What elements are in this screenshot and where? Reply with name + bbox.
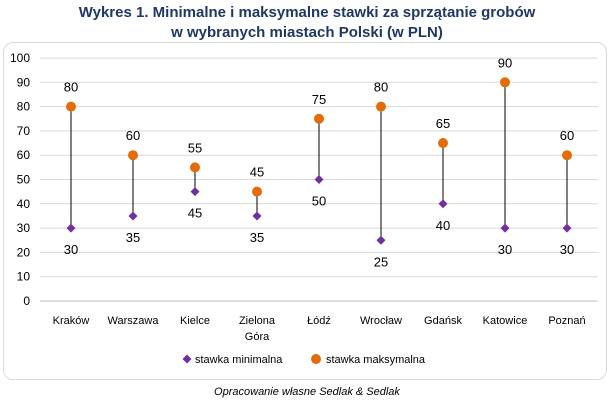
max-rate-point bbox=[252, 186, 262, 197]
max-rate-point bbox=[562, 150, 572, 161]
max-rate-point bbox=[314, 113, 324, 124]
max-rate-label: 60 bbox=[560, 128, 574, 143]
max-rate-label: 80 bbox=[64, 80, 78, 95]
x-tick-label: Poznań bbox=[548, 315, 585, 327]
x-tick-label: Wrocław bbox=[360, 315, 402, 327]
chart-title-line-1: Wykres 1. Minimalne i maksymalne stawki … bbox=[78, 4, 536, 21]
y-tick-label: 20 bbox=[17, 245, 31, 259]
min-rate-label: 30 bbox=[560, 242, 574, 257]
chart-title-line-2: w wybranych miastach Polski (w PLN) bbox=[171, 24, 443, 41]
x-tick-label: Łódź bbox=[307, 315, 331, 327]
min-rate-point bbox=[438, 199, 448, 209]
min-rate-label: 35 bbox=[126, 230, 140, 245]
max-rate-point bbox=[190, 162, 200, 173]
min-rate-point bbox=[66, 223, 76, 233]
x-tick-label: Kielce bbox=[180, 315, 210, 327]
legend-max-label: stawka maksymalna bbox=[326, 354, 426, 366]
min-rate-point bbox=[314, 175, 324, 184]
y-tick-label: 40 bbox=[17, 197, 31, 211]
max-rate-point bbox=[376, 101, 386, 112]
legend-min-marker bbox=[182, 354, 192, 364]
y-tick-label: 10 bbox=[17, 270, 31, 284]
y-tick-label: 80 bbox=[17, 100, 31, 114]
max-rate-label: 45 bbox=[250, 165, 264, 180]
x-tick-label: Warszawa bbox=[108, 315, 160, 327]
x-tick-label: Gdańsk bbox=[424, 315, 462, 327]
x-tick-label: Zielona bbox=[239, 315, 276, 327]
max-rate-label: 90 bbox=[498, 55, 512, 70]
min-rate-point bbox=[500, 223, 510, 233]
max-rate-label: 80 bbox=[374, 80, 388, 95]
y-tick-label: 50 bbox=[17, 173, 31, 187]
min-rate-point bbox=[376, 235, 386, 245]
min-rate-label: 30 bbox=[498, 242, 512, 257]
max-rate-label: 65 bbox=[436, 116, 450, 131]
min-rate-point bbox=[190, 187, 200, 197]
y-tick-label: 90 bbox=[17, 75, 31, 89]
chart-title: Wykres 1. Minimalne i maksymalne stawki … bbox=[0, 3, 614, 43]
y-tick-label: 100 bbox=[10, 51, 30, 65]
max-rate-label: 60 bbox=[126, 128, 140, 143]
legend-max-marker bbox=[311, 354, 321, 364]
min-rate-point bbox=[252, 211, 262, 221]
y-tick-label: 0 bbox=[23, 294, 30, 308]
y-tick-label: 70 bbox=[17, 124, 31, 138]
min-rate-label: 25 bbox=[374, 254, 388, 269]
source-note: Opracowanie własne Sedlak & Sedlak bbox=[214, 386, 400, 398]
min-rate-label: 45 bbox=[188, 206, 202, 221]
max-rate-label: 75 bbox=[312, 92, 326, 107]
min-rate-point bbox=[128, 211, 138, 221]
legend-min-label: stawka minimalna bbox=[195, 354, 283, 366]
max-rate-point bbox=[128, 150, 138, 161]
min-rate-label: 30 bbox=[64, 242, 78, 257]
x-tick-label: Góra bbox=[245, 331, 270, 343]
max-rate-point bbox=[66, 101, 76, 112]
chart-frame bbox=[3, 42, 607, 380]
max-rate-point bbox=[500, 77, 510, 88]
y-tick-label: 60 bbox=[17, 148, 31, 162]
min-rate-label: 50 bbox=[312, 194, 326, 209]
max-rate-point bbox=[438, 138, 448, 149]
min-rate-point bbox=[562, 223, 572, 233]
y-tick-label: 30 bbox=[17, 221, 31, 235]
min-rate-label: 40 bbox=[436, 218, 450, 233]
x-tick-label: Katowice bbox=[483, 315, 528, 327]
max-rate-label: 55 bbox=[188, 140, 202, 155]
min-rate-label: 35 bbox=[250, 230, 264, 245]
x-tick-label: Kraków bbox=[53, 315, 90, 327]
